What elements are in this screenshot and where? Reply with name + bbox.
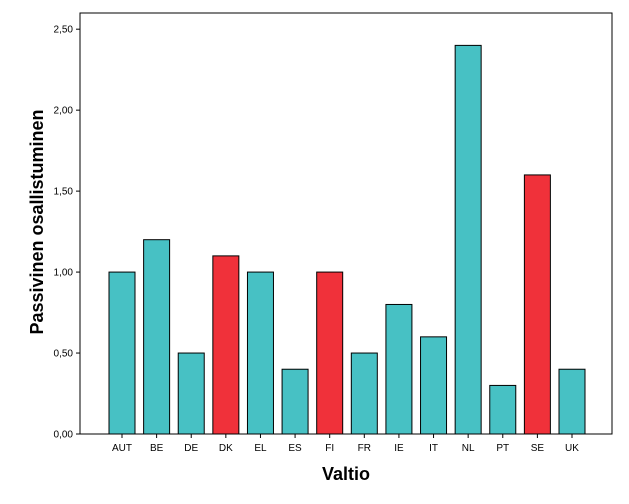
x-tick-label: PT	[496, 443, 509, 454]
y-tick-label: 2,50	[54, 25, 74, 36]
x-tick-label: AUT	[112, 443, 132, 454]
bar-pt	[489, 384, 517, 435]
bar-series	[108, 44, 586, 435]
x-tick-label: UK	[565, 443, 579, 454]
bar-it	[420, 336, 448, 435]
bar-be	[143, 239, 171, 435]
y-tick-label: 2,00	[54, 106, 74, 117]
bar-fr	[350, 352, 378, 435]
y-tick-label: 1,00	[54, 268, 74, 279]
bar-de	[177, 352, 205, 435]
bar-el	[246, 271, 274, 435]
bar-dk	[212, 255, 240, 435]
x-tick-label: IE	[394, 443, 404, 454]
x-tick-label: FI	[325, 443, 334, 454]
y-tick-label: 0,00	[54, 430, 74, 441]
x-axis: AUT BE DE DK EL ES FI FR IE IT NL PT SE UK	[112, 434, 579, 454]
x-tick-label: IT	[429, 443, 438, 454]
x-tick-label: DE	[184, 443, 198, 454]
x-tick-label: NL	[462, 443, 475, 454]
bar-se	[523, 174, 551, 435]
bar-es	[281, 368, 309, 435]
y-tick-label: 0,50	[54, 349, 74, 360]
bar-fi	[316, 271, 344, 435]
x-tick-label: DK	[219, 443, 233, 454]
x-tick-label: SE	[531, 443, 545, 454]
x-tick-label: FR	[358, 443, 371, 454]
y-axis-title: Passivinen osallistuminen	[27, 109, 47, 334]
bar-ie	[385, 303, 413, 435]
y-axis: 0,00 0,50 1,00 1,50 2,00 2,50	[54, 25, 80, 441]
x-tick-label: ES	[288, 443, 302, 454]
x-axis-title: Valtio	[322, 464, 370, 484]
x-tick-label: BE	[150, 443, 164, 454]
x-tick-label: EL	[254, 443, 267, 454]
bar-uk	[558, 368, 586, 435]
y-tick-label: 1,50	[54, 187, 74, 198]
bar-aut	[108, 271, 136, 435]
bar-nl	[454, 44, 482, 435]
